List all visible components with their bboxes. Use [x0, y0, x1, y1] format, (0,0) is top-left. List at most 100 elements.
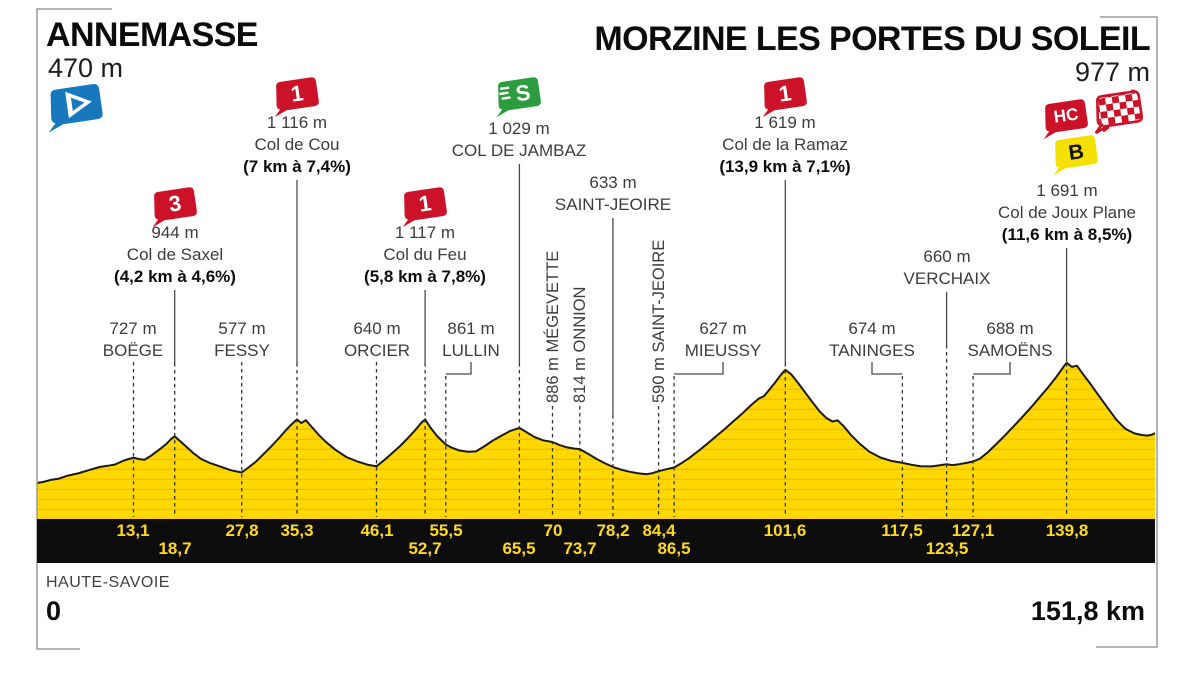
- km-number-orcier: 46,1: [360, 521, 394, 540]
- line-lullin-elbow: [445, 362, 472, 375]
- marker-label-taninges: 674 m TANINGES: [829, 318, 915, 362]
- marker-label-cou-line3: (7 km à 7,4%): [243, 157, 351, 176]
- marker-label-jouxplane-line3: (11,6 km à 8,5%): [1001, 225, 1133, 244]
- category-badge-icon-cou: 1: [274, 77, 319, 118]
- svg-text:B: B: [1067, 140, 1085, 165]
- km-number-cou: 35,3: [280, 521, 314, 540]
- marker-label-ramaz-line1: 1 619 m: [754, 113, 816, 132]
- line-samoens-elbow: [973, 362, 1011, 375]
- start-town-title: ANNEMASSE: [46, 16, 258, 54]
- marker-label-jambaz: 1 029 m COL DE JAMBAZ: [452, 118, 586, 162]
- marker-label-lullin-line1: 861 m: [447, 319, 495, 338]
- km-number-stjeoire633: 78,2: [596, 521, 630, 540]
- marker-label-mieussy-line1: 627 m: [699, 319, 747, 338]
- marker-label-saxel-line1: 944 m: [151, 223, 199, 242]
- marker-label-cou-line1: 1 116 m: [266, 113, 328, 132]
- marker-label-stjeoire590: 590 m SAINT-JEOIRE: [650, 239, 668, 403]
- km-number-onnion: 73,7: [563, 539, 597, 558]
- marker-label-onnion: 814 m ONNION: [571, 286, 589, 403]
- frame-bracket-left: [36, 8, 112, 650]
- marker-label-feu: 1 117 m Col du Feu (5,8 km à 7,8%): [364, 222, 486, 288]
- km-number-lullin: 55,5: [429, 521, 463, 540]
- svg-text:S: S: [514, 80, 532, 107]
- marker-label-lullin-line2: LULLIN: [442, 341, 500, 360]
- sprint-badge-icon-jambaz: S: [496, 77, 541, 118]
- bonus-badge-icon-jouxplane: B: [1053, 135, 1098, 176]
- frame-bracket-right: [1096, 16, 1158, 648]
- marker-label-orcier-line2: ORCIER: [343, 341, 411, 360]
- svg-text:1: 1: [289, 80, 305, 106]
- category-badge-icon-saxel: 3: [152, 187, 197, 228]
- hc-badge-icon-jouxplane: HC: [1043, 99, 1088, 140]
- marker-label-saxel-line3: (4,2 km à 4,6%): [114, 267, 236, 286]
- km-number-boege: 13,1: [116, 521, 150, 540]
- marker-label-stjeoire633-line2: SAINT-JEOIRE: [554, 195, 672, 214]
- elevation-outline: [36, 361, 1156, 484]
- marker-label-boege-line1: 727 m: [109, 319, 157, 338]
- km-number-stjeoire590: 84,4: [642, 521, 676, 540]
- marker-label-feu-line1: 1 117 m: [394, 223, 456, 242]
- marker-label-verchaix-line1: 660 m: [923, 247, 971, 266]
- line-mieussy-elbow: [674, 362, 724, 375]
- marker-label-megevette: 886 m MÉGEVETTE: [544, 250, 562, 403]
- km-total-label: 151,8 km: [1030, 596, 1145, 626]
- marker-label-jambaz-line1: 1 029 m: [488, 119, 550, 138]
- marker-label-cou-line2: Col de Cou: [254, 135, 340, 154]
- marker-label-saxel-line2: Col de Saxel: [126, 245, 224, 264]
- marker-label-lullin: 861 m LULLIN: [442, 318, 500, 362]
- marker-label-samoens-line1: 688 m: [986, 319, 1034, 338]
- marker-label-boege: 727 m BOËGE: [103, 318, 163, 362]
- marker-label-mieussy: 627 m MIEUSSY: [685, 318, 762, 362]
- svg-text:HC: HC: [1053, 104, 1080, 126]
- km-number-fessy: 27,8: [225, 521, 259, 540]
- checker-badge-icon-jouxplane: [1093, 88, 1146, 135]
- marker-label-jambaz-line2: COL DE JAMBAZ: [451, 141, 587, 160]
- elevation-area: [37, 362, 1155, 519]
- marker-label-feu-line2: Col du Feu: [383, 245, 467, 264]
- marker-label-jouxplane-line2: Col de Joux Plane: [998, 203, 1136, 222]
- marker-label-saxel: 944 m Col de Saxel (4,2 km à 4,6%): [114, 222, 236, 288]
- svg-text:1: 1: [777, 80, 793, 106]
- km-number-mieussy: 86,5: [657, 539, 691, 558]
- km-number-feu: 52,7: [408, 539, 442, 558]
- svg-text:3: 3: [167, 190, 183, 216]
- km-distance-bar: [37, 519, 1155, 563]
- km-number-samoens: 127,1: [951, 521, 995, 540]
- marker-label-verchaix-line2: VERCHAIX: [903, 269, 991, 288]
- km-number-megevette: 70: [543, 521, 563, 540]
- line-taninges-elbow: [871, 362, 903, 375]
- marker-label-samoens-line2: SAMOËNS: [967, 341, 1053, 360]
- region-label: HAUTE-SAVOIE: [46, 574, 170, 591]
- start-elevation: 470 m: [48, 53, 124, 83]
- km-number-ramaz: 101,6: [763, 521, 807, 540]
- km-number-saxel: 18,7: [158, 539, 192, 558]
- km-number-taninges: 117,5: [881, 521, 923, 540]
- marker-label-orcier: 640 m ORCIER: [344, 318, 410, 362]
- km-start-label: 0: [46, 596, 62, 626]
- start-flag-icon: [48, 84, 103, 133]
- marker-label-fessy-line1: 577 m: [218, 319, 266, 338]
- marker-label-mieussy-line2: MIEUSSY: [684, 341, 762, 360]
- marker-label-stjeoire633: 633 m SAINT-JEOIRE: [555, 172, 671, 216]
- category-badge-icon-ramaz: 1: [762, 77, 807, 118]
- marker-label-taninges-line1: 674 m: [848, 319, 896, 338]
- marker-label-samoens: 688 m SAMOËNS: [967, 318, 1052, 362]
- marker-label-taninges-line2: TANINGES: [829, 341, 915, 360]
- marker-label-ramaz: 1 619 m Col de la Ramaz (13,9 km à 7,1%): [719, 112, 850, 178]
- km-number-jouxplane: 139,8: [1045, 521, 1089, 540]
- finish-town-title: MORZINE LES PORTES DU SOLEIL: [594, 20, 1150, 58]
- marker-label-jouxplane-line1: 1 691 m: [1036, 181, 1098, 200]
- marker-label-stjeoire633-line1: 633 m: [589, 173, 637, 192]
- km-number-jambaz: 65,5: [502, 539, 536, 558]
- marker-label-orcier-line1: 640 m: [353, 319, 401, 338]
- finish-elevation: 977 m: [1074, 57, 1150, 87]
- marker-label-cou: 1 116 m Col de Cou (7 km à 7,4%): [243, 112, 351, 178]
- svg-text:1: 1: [417, 190, 433, 216]
- marker-label-feu-line3: (5,8 km à 7,8%): [364, 267, 486, 286]
- marker-label-jouxplane: 1 691 m Col de Joux Plane (11,6 km à 8,5%): [998, 180, 1136, 246]
- marker-label-boege-line2: BOËGE: [102, 341, 164, 360]
- marker-label-ramaz-line3: (13,9 km à 7,1%): [719, 157, 851, 176]
- marker-label-fessy-line2: FESSY: [214, 341, 270, 360]
